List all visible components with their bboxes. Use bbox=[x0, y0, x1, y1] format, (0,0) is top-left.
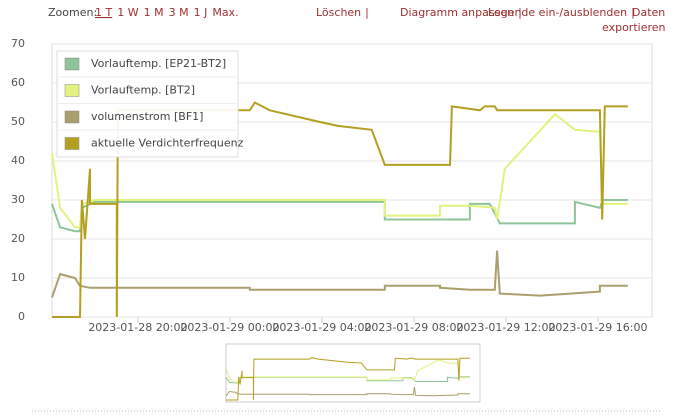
y-tick-label: 10 bbox=[11, 271, 25, 284]
series-line bbox=[52, 101, 628, 318]
navigator-line bbox=[225, 359, 470, 383]
toolbar-action[interactable]: Legende ein-/ausblenden bbox=[488, 6, 627, 19]
separator: | bbox=[518, 6, 522, 19]
y-tick-label: 20 bbox=[11, 232, 25, 245]
navigator-line bbox=[225, 376, 470, 384]
legend-label: Vorlauftemp. [EP21-BT2] bbox=[91, 57, 226, 70]
y-tick-label: 30 bbox=[11, 193, 25, 206]
legend-swatch bbox=[64, 110, 80, 124]
y-tick-label: 50 bbox=[11, 115, 25, 128]
separator: | bbox=[631, 6, 635, 19]
zoom-option[interactable]: 3 M bbox=[169, 6, 189, 19]
toolbar-action[interactable]: exportieren bbox=[602, 21, 666, 34]
zoom-option[interactable]: 1 W bbox=[117, 6, 138, 19]
legend-swatch bbox=[64, 57, 80, 71]
zoom-option[interactable]: Max. bbox=[212, 6, 238, 19]
x-tick-label: 2023-01-29 12:00 bbox=[456, 321, 555, 334]
y-tick-label: 40 bbox=[11, 154, 25, 167]
navigator-frame bbox=[225, 343, 481, 403]
series-line bbox=[51, 250, 628, 298]
toolbar-action[interactable]: Daten bbox=[632, 6, 665, 19]
legend-label: Vorlauftemp. [BT2] bbox=[91, 84, 195, 97]
zoom-option[interactable]: 1 M bbox=[144, 6, 164, 19]
zoom-option[interactable]: 1 T bbox=[95, 6, 112, 19]
navigator-line bbox=[226, 357, 470, 401]
legend-swatch bbox=[64, 84, 80, 97]
zoom-label: Zoomen: bbox=[48, 6, 97, 19]
separator: | bbox=[365, 6, 369, 19]
legend-label: aktuelle Verdichterfrequenz bbox=[91, 137, 244, 150]
zoom-option[interactable]: 1 J bbox=[194, 6, 208, 19]
x-tick-label: 2023-01-29 00:00 bbox=[180, 321, 279, 334]
series-line bbox=[51, 112, 628, 229]
legend-swatch bbox=[64, 137, 80, 150]
toolbar-action[interactable]: Löschen bbox=[316, 6, 361, 19]
y-tick-label: 0 bbox=[18, 310, 25, 323]
legend-label: volumenstrom [BF1] bbox=[91, 110, 203, 123]
x-tick-label: 2023-01-29 16:00 bbox=[548, 321, 647, 334]
y-tick-label: 70 bbox=[11, 37, 25, 50]
series-line bbox=[51, 199, 628, 233]
toolbar-action[interactable]: Diagramm anpassen bbox=[400, 6, 514, 19]
x-tick-label: 2023-01-29 04:00 bbox=[272, 321, 371, 334]
x-tick-label: 2023-01-29 08:00 bbox=[364, 321, 463, 334]
x-tick-label: 2023-01-28 20:00 bbox=[88, 321, 187, 334]
y-tick-label: 60 bbox=[11, 76, 25, 89]
